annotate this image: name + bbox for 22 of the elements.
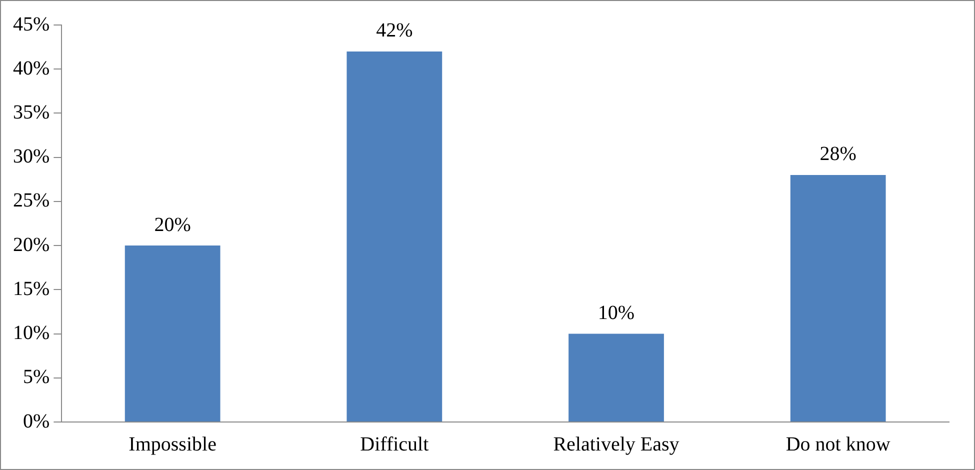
data-label: 10% <box>598 302 635 324</box>
y-tick-label: 10% <box>12 322 50 344</box>
x-tick-label: Do not know <box>786 433 891 456</box>
x-tick-label: Relatively Easy <box>553 433 680 456</box>
y-tick-label: 45% <box>12 13 50 36</box>
x-tick-label: Difficult <box>360 433 430 456</box>
y-tick-label: 30% <box>12 146 50 168</box>
y-tick-label: 20% <box>12 234 50 256</box>
data-label: 20% <box>154 214 191 236</box>
bar <box>124 246 220 422</box>
x-tick-label: Impossible <box>128 433 217 456</box>
bar <box>790 174 886 422</box>
bar <box>568 334 664 422</box>
data-label: 28% <box>820 143 856 166</box>
y-tick-label: 15% <box>12 278 50 300</box>
data-label: 42% <box>376 20 413 42</box>
y-tick-label: 40% <box>12 57 50 80</box>
y-tick-label: 25% <box>12 190 50 212</box>
bar <box>346 51 442 422</box>
y-tick-label: 5% <box>22 366 50 388</box>
y-tick-label: 35% <box>12 101 50 124</box>
y-tick-label: 0% <box>22 410 50 432</box>
